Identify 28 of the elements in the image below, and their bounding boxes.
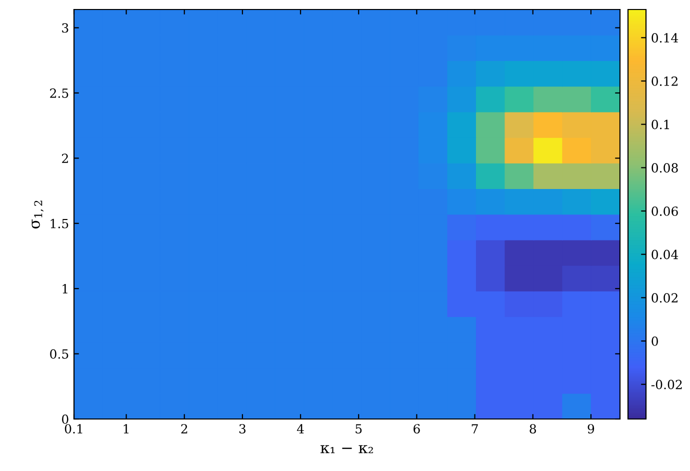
x-tick-label: 0.1 [64, 424, 82, 434]
x-tick-label: 9 [588, 424, 594, 434]
color-bar-label: 0.04 [652, 250, 678, 260]
y-tick-label: 2.5 [50, 88, 68, 98]
color-bar-label: 0.06 [652, 206, 678, 216]
y-tick-label: 2 [62, 154, 68, 163]
x-tick-label: 1 [124, 424, 128, 434]
color-bar-label: 0.12 [652, 76, 678, 86]
x-tick-label: 7 [472, 424, 478, 434]
x-tick-label: 2 [181, 424, 188, 434]
color-bar-label: 0.08 [652, 163, 678, 173]
x-axis-title: κ₁ − κ₂ [320, 445, 373, 454]
x-tick-label: 6 [414, 424, 420, 434]
y-tick-label: 1.5 [50, 218, 68, 228]
x-tick-label: 3 [239, 424, 246, 434]
y-tick-label: 1 [62, 284, 68, 294]
color-bar-label: -0.02 [651, 380, 682, 390]
color-bar-label: 0 [652, 336, 658, 346]
color-bar-label: 0.14 [652, 33, 678, 43]
y-tick-label: 0 [62, 414, 68, 424]
y-tick-label: 0.5 [50, 349, 68, 359]
y-axis-title: σ$_{1,2}$ [32, 200, 44, 229]
x-tick-label: 8 [530, 424, 536, 434]
color-bar-label: 0.1 [652, 120, 669, 130]
color-bar-label: 0.02 [652, 293, 678, 303]
y-tick-label: 3 [62, 23, 68, 33]
x-tick-label: 5 [356, 424, 362, 434]
x-tick-label: 4 [296, 424, 304, 434]
